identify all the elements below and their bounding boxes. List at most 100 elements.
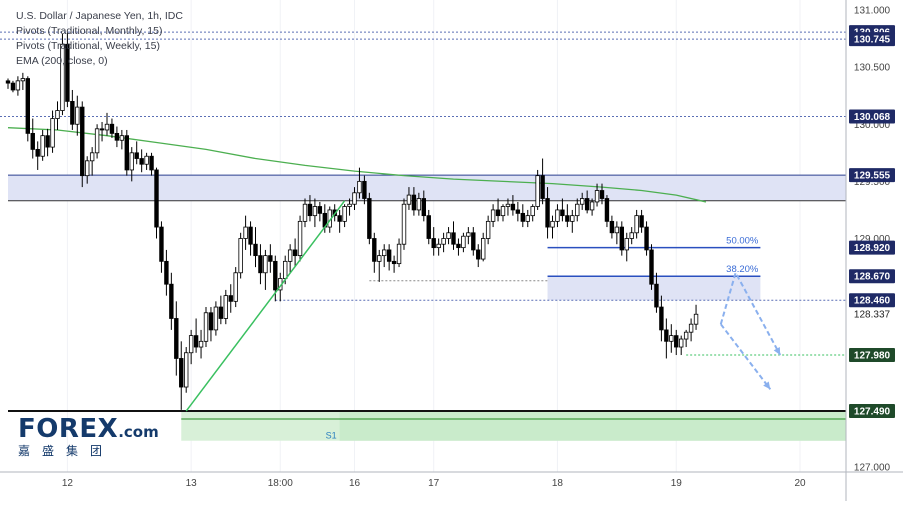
candle-body [109,123,115,134]
candle-body [352,192,357,205]
candle-body [203,312,209,342]
candle-body [263,255,268,274]
candle-body [159,226,164,262]
candle-body [342,206,347,222]
candle-body [129,152,134,171]
candle-body [292,249,298,257]
candle-body [5,80,11,84]
candle-body [273,260,278,291]
s1-label: S1 [326,431,337,441]
candle-body [634,215,639,234]
candle-body [471,232,476,251]
candle-body [10,82,16,91]
y-tick-label: 130.500 [854,63,891,74]
candle-body [179,358,184,388]
candle-body [30,132,35,150]
candle-body [99,128,105,131]
candle-body [60,43,65,111]
candle-body [520,212,525,222]
price-label-box [849,269,895,284]
candle-body [565,215,570,222]
candle-body [535,175,540,207]
candle-body [550,220,555,228]
candle-body [40,135,45,157]
candle-body [406,194,412,205]
candle-body [238,238,243,274]
legend-ema: EMA (200, close, 0) [16,55,108,67]
resistance-zone [8,175,846,201]
candle-body [436,243,441,249]
candle-body [218,306,224,319]
candle-body [644,226,649,251]
candle-body [476,249,481,260]
y-tick-label: 127.000 [854,463,891,474]
logo-word: FOREX [18,414,119,444]
candle-body [629,232,634,239]
x-tick-label: 18 [552,478,564,489]
candle-body [411,194,417,211]
candle-body [500,206,506,217]
price-label-box [849,404,895,419]
candle-body [208,312,214,331]
price-label-box [849,168,895,183]
y-tick-label: 130.000 [854,120,891,131]
candle-body [362,180,367,199]
candle-body [119,135,125,141]
candle-body [560,209,565,217]
annotations-layer [185,200,782,412]
price-label-text: 127.490 [854,407,891,418]
x-tick-label: 17 [428,478,440,489]
price-label-text: 130.745 [854,35,891,46]
price-label-box [849,293,895,308]
candle-body [183,352,189,388]
candle-body [20,78,26,82]
candle-body [55,110,60,119]
candle-body [421,198,426,217]
candle-body [134,152,139,159]
candle-body [174,318,179,359]
candle-body [85,160,90,177]
candle-body [679,338,684,348]
candle-body [688,323,694,333]
x-tick-label: 19 [671,478,683,489]
price-label-text: 129.555 [854,171,891,182]
x-tick-label: 12 [62,478,74,489]
candle-body [347,203,352,207]
candle-body [124,135,129,171]
candle-body [357,180,362,194]
fib-label: 38.20% [726,264,759,275]
candle-body [80,106,85,177]
candle-body [297,220,303,257]
price-label-text: 128.460 [854,296,891,307]
candle-body [515,209,521,214]
candle-body [441,238,446,245]
candle-body [104,123,110,131]
candle-body [15,80,21,91]
candle-body [485,220,491,239]
candle-body [243,226,248,239]
projection-arrow [720,323,772,390]
candle-body [233,272,238,302]
candles-layer [5,32,699,410]
x-tick-label: 18:00 [268,478,293,489]
zones-layer: S1 [8,0,846,472]
projection-arrow-head [763,381,771,390]
candle-body [589,201,595,211]
candle-body [639,215,644,228]
candle-body [396,243,402,265]
logo-chinese: 嘉盛集团 [18,444,115,458]
candle-body [664,329,669,342]
candle-body [50,118,55,148]
candle-body [372,238,377,262]
candle-body [35,148,40,157]
candle-body [614,226,620,234]
candle-body [65,43,70,102]
candle-body [25,78,30,134]
candle-body [391,260,397,265]
candle-body [307,203,313,217]
ascending-trendline [185,200,346,412]
candle-body [367,198,372,239]
candle-body [540,175,545,199]
